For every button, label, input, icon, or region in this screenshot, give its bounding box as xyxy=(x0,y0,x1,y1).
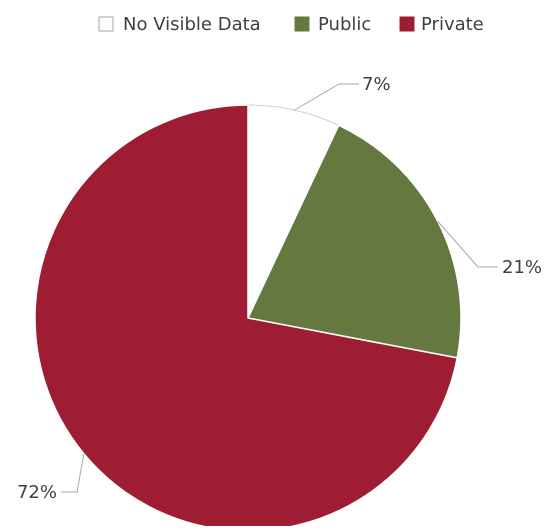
legend-label-no-visible-data: No Visible Data xyxy=(123,14,261,35)
data-label-no-visible-data: 7% xyxy=(362,74,391,95)
data-labels: 7% 21% 72% xyxy=(17,74,542,503)
legend-item-public: Public xyxy=(294,14,371,35)
legend-item-private: Private xyxy=(399,14,484,35)
pie-slices xyxy=(34,104,462,530)
leader-line-public xyxy=(437,220,498,268)
leader-line-no-visible-data xyxy=(294,83,359,111)
data-label-public: 21% xyxy=(502,257,542,278)
data-label-private: 72% xyxy=(17,482,57,503)
legend-swatch-public xyxy=(294,16,310,32)
legend-swatch-no-visible-data xyxy=(98,16,114,32)
legend-item-no-visible-data: No Visible Data xyxy=(98,14,261,35)
legend: No Visible Data Public Private xyxy=(98,14,484,35)
pie-slice-public xyxy=(247,124,462,359)
leader-line-private xyxy=(61,453,85,493)
legend-label-private: Private xyxy=(421,14,484,35)
legend-label-public: Public xyxy=(318,14,371,35)
legend-swatch-private xyxy=(399,16,415,32)
